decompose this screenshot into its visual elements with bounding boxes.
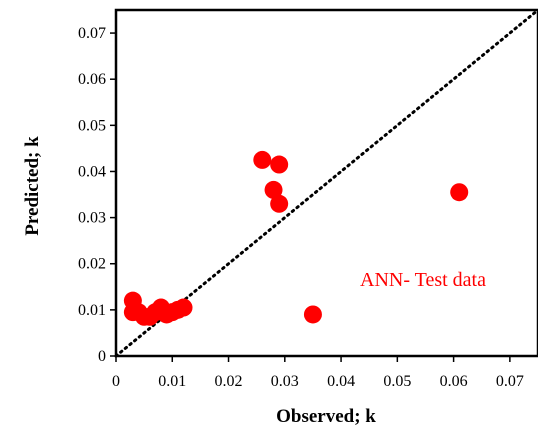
x-tick-label: 0.03 (271, 373, 299, 390)
y-tick-label: 0.07 (78, 25, 106, 42)
x-tick-label: 0.07 (496, 373, 524, 390)
x-tick-label: 0.01 (158, 373, 186, 390)
data-point (264, 180, 283, 199)
x-tick-label: 0.02 (215, 373, 243, 390)
x-tick-label: 0 (112, 373, 120, 390)
data-point (174, 298, 193, 317)
y-tick-label: 0.03 (78, 210, 106, 227)
data-point (303, 305, 322, 324)
x-tick-label: 0.06 (440, 373, 468, 390)
reference-line-1to1 (114, 8, 538, 358)
y-tick-label: 0.04 (78, 163, 106, 180)
y-tick-label: 0 (98, 348, 106, 365)
x-axis-title: Observed; k (276, 406, 376, 427)
x-tick-label: 0.04 (327, 373, 355, 390)
plot-area (114, 8, 538, 358)
x-axis: 0 0.01 0.02 0.03 0.04 0.05 0.06 0.07 (112, 356, 524, 390)
y-tick-label: 0.01 (78, 302, 106, 319)
data-point (450, 183, 469, 202)
plot-frame (114, 8, 538, 358)
data-point (270, 155, 289, 174)
y-tick-label: 0.05 (78, 117, 106, 134)
x-tick-label: 0.05 (383, 373, 411, 390)
y-axis: 0 0.01 0.02 0.03 0.04 0.05 0.06 0.07 (78, 25, 116, 365)
data-point (253, 150, 272, 169)
data-point (270, 194, 289, 213)
y-tick-label: 0.02 (78, 256, 106, 273)
y-tick-label: 0.06 (78, 71, 106, 88)
annotation-label: ANN- Test data (360, 269, 486, 291)
y-axis-title: Predicted; k (22, 136, 43, 236)
